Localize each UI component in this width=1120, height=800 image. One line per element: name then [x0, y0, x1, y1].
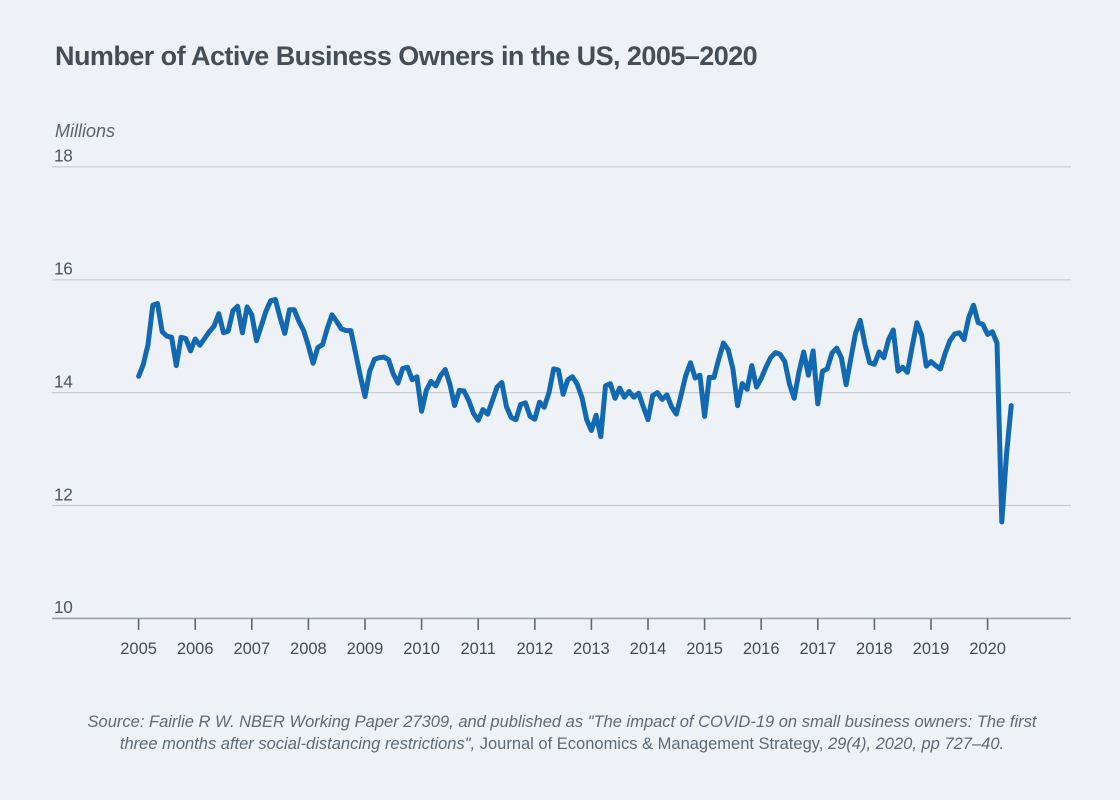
svg-text:2010: 2010	[403, 640, 440, 658]
svg-text:2013: 2013	[573, 640, 610, 658]
svg-text:2008: 2008	[290, 640, 327, 658]
svg-text:Source: Fairlie R W. NBER Work: Source: Fairlie R W. NBER Working Paper …	[88, 713, 1038, 731]
svg-text:10: 10	[54, 597, 72, 617]
svg-text:14: 14	[54, 371, 73, 391]
svg-text:three months after social-dist: three months after social-distancing res…	[120, 735, 1004, 753]
svg-text:2006: 2006	[177, 640, 214, 658]
svg-text:2019: 2019	[913, 640, 950, 658]
svg-text:2011: 2011	[460, 640, 495, 658]
svg-text:12: 12	[54, 484, 72, 504]
svg-text:2012: 2012	[516, 640, 553, 658]
svg-text:16: 16	[54, 259, 72, 279]
svg-text:2020: 2020	[969, 640, 1006, 658]
svg-text:2009: 2009	[347, 640, 384, 658]
svg-text:2018: 2018	[856, 640, 893, 658]
svg-text:2005: 2005	[120, 640, 157, 658]
svg-text:2016: 2016	[743, 640, 780, 658]
svg-text:2015: 2015	[686, 640, 723, 658]
svg-text:Number of Active Business Owne: Number of Active Business Owners in the …	[55, 41, 757, 71]
svg-text:2014: 2014	[630, 640, 667, 658]
svg-text:2017: 2017	[799, 640, 836, 658]
svg-text:Millions: Millions	[55, 121, 115, 141]
svg-text:2007: 2007	[233, 640, 270, 658]
svg-text:18: 18	[54, 146, 72, 166]
